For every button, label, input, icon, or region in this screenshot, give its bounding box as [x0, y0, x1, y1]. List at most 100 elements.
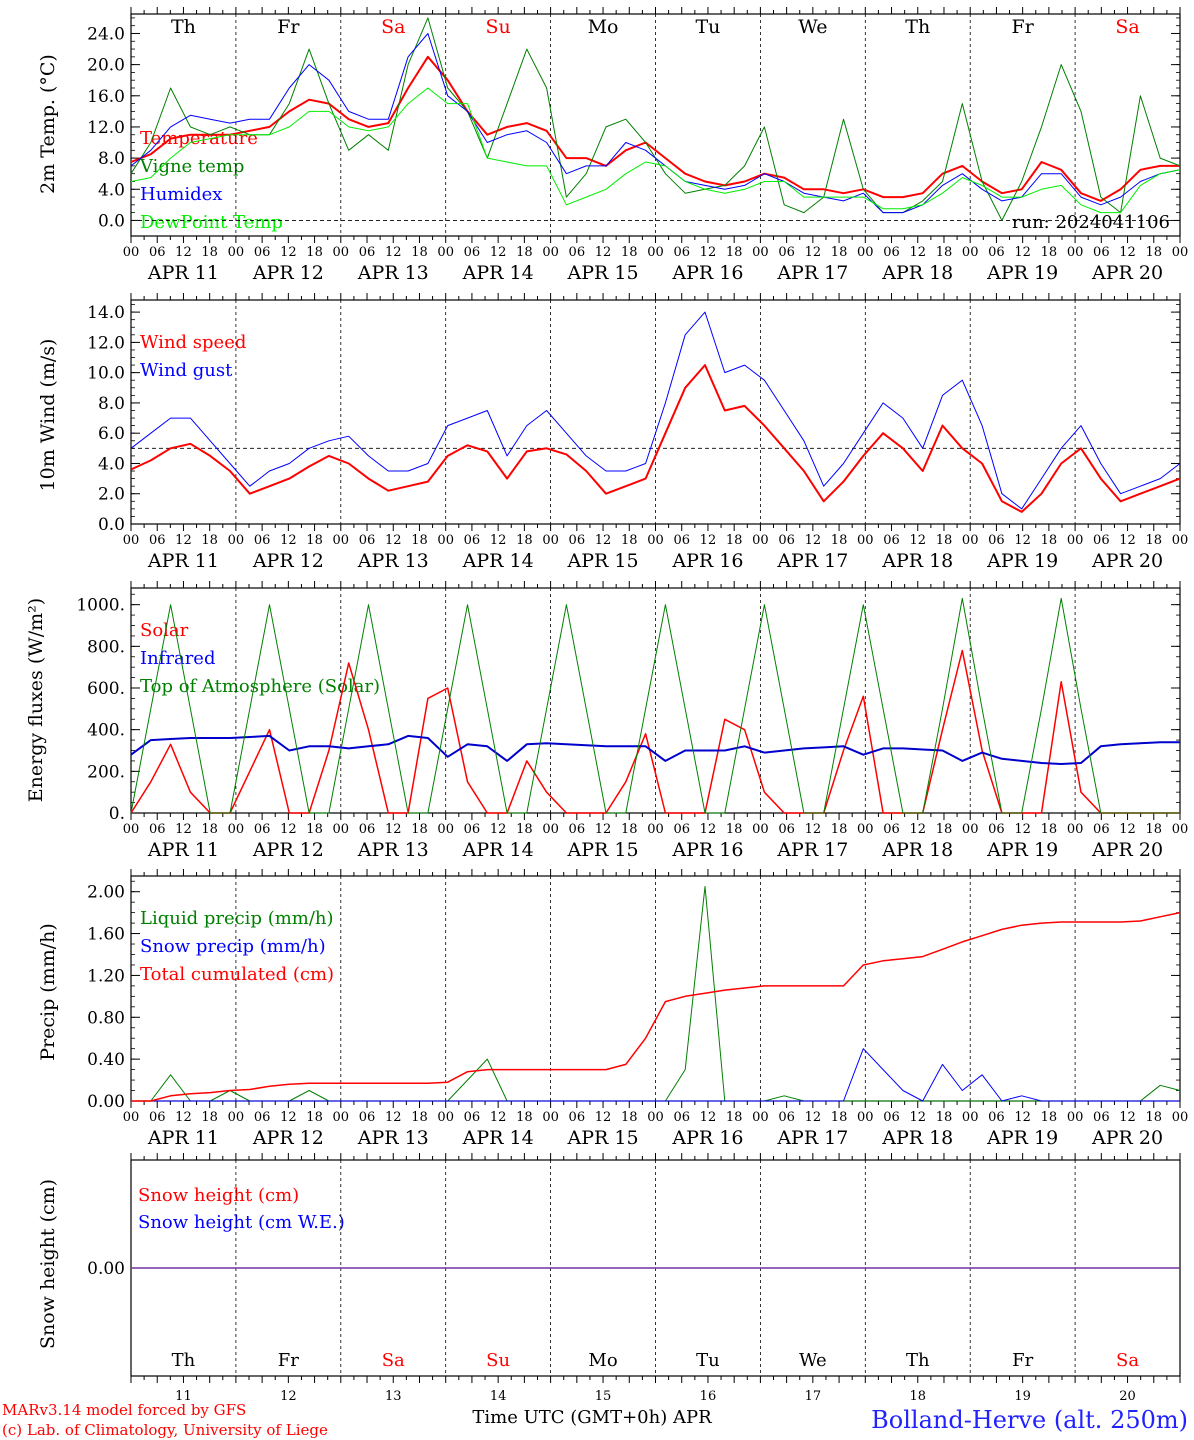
hour-tick-label: 12 — [1119, 533, 1136, 548]
hour-tick-label: 06 — [149, 533, 166, 548]
day-number-label: 19 — [1014, 1389, 1031, 1404]
day-number-label: 17 — [805, 1389, 822, 1404]
hour-tick-label: 00 — [123, 822, 140, 837]
date-label: APR 16 — [671, 550, 743, 572]
hour-tick-label: 18 — [306, 1110, 323, 1125]
weekday-label-bottom: Sa — [1116, 1350, 1139, 1371]
hour-tick-label: 06 — [883, 1110, 900, 1125]
hour-tick-label: 06 — [464, 533, 481, 548]
hour-tick-label: 12 — [1014, 245, 1031, 260]
wind-panel: 10m Wind (m/s) Wind speed Wind gust — [37, 332, 246, 491]
legend-infrared: Infrared — [140, 648, 215, 669]
y-tick-label: 0.00 — [87, 1259, 125, 1279]
hour-tick-label: 00 — [752, 1110, 769, 1125]
weekday-label-bottom: Fr — [278, 1350, 299, 1371]
hour-tick-label: 06 — [569, 245, 586, 260]
hour-tick-label: 18 — [1041, 822, 1058, 837]
hour-tick-label: 18 — [201, 245, 218, 260]
hour-tick-label: 00 — [228, 822, 245, 837]
hour-tick-label: 00 — [1067, 245, 1084, 260]
hour-tick-label: 00 — [857, 245, 874, 260]
hour-tick-label: 06 — [988, 822, 1005, 837]
hour-tick-label: 12 — [805, 822, 822, 837]
weekday-label-bottom: We — [799, 1350, 827, 1371]
hour-tick-label: 12 — [595, 1110, 612, 1125]
hour-tick-label: 18 — [201, 822, 218, 837]
hour-tick-label: 00 — [1172, 1110, 1189, 1125]
date-label: APR 13 — [357, 1127, 429, 1149]
y-tick-label: 400. — [87, 721, 125, 741]
hour-tick-label: 06 — [778, 1110, 795, 1125]
hour-tick-label: 18 — [726, 533, 743, 548]
panel-2-marks: 00 06 12 18 00 06 12 18 00 06 12 18 00 06 12 18 00 06 12 18… — [76, 581, 1188, 861]
hour-tick-label: 12 — [490, 533, 507, 548]
hour-tick-label: 18 — [831, 822, 848, 837]
y-tick-label: 0.0 — [98, 211, 125, 231]
hour-tick-label: 18 — [1146, 1110, 1163, 1125]
hour-tick-label: 00 — [333, 533, 350, 548]
hour-tick-label: 12 — [909, 822, 926, 837]
hour-tick-label: 06 — [149, 245, 166, 260]
hour-tick-label: 12 — [175, 822, 192, 837]
panel-0-marks: 00 06 12 18 00 06 12 18 00 06 12 18 00 06 12 18 00 06 12 18… — [87, 7, 1188, 284]
hour-tick-label: 00 — [962, 245, 979, 260]
y-tick-label: 12.0 — [87, 333, 125, 353]
day-number-label: 18 — [909, 1389, 926, 1404]
hour-tick-label: 00 — [962, 1110, 979, 1125]
x-axis-title: Time UTC (GMT+0h) APR — [472, 1407, 712, 1428]
hour-tick-label: 00 — [123, 533, 140, 548]
hour-tick-label: 12 — [385, 245, 402, 260]
hour-tick-label: 12 — [909, 533, 926, 548]
hour-tick-label: 18 — [306, 245, 323, 260]
panel-4-marks: 0.00 — [87, 1153, 1181, 1383]
series-humidex — [130, 33, 1181, 214]
hour-tick-label: 06 — [254, 533, 271, 548]
hour-tick-label: 12 — [1014, 1110, 1031, 1125]
y-tick-label: 10.0 — [87, 364, 125, 384]
hour-tick-label: 00 — [752, 533, 769, 548]
chart-marks: 00 06 12 18 00 06 12 18 00 06 12 18 00 06 12 18 00 06 12 18… — [76, 7, 1188, 1404]
hour-tick-label: 06 — [569, 822, 586, 837]
hour-tick-label: 00 — [647, 1110, 664, 1125]
temperature-axis-title: 2m Temp. (°C) — [37, 54, 59, 194]
hour-tick-label: 00 — [857, 822, 874, 837]
hour-tick-label: 00 — [123, 245, 140, 260]
credit-line-2: (c) Lab. of Climatology, University of L… — [2, 1421, 328, 1439]
hour-tick-label: 12 — [1014, 822, 1031, 837]
weekday-label-bottom: Mo — [588, 1350, 617, 1371]
hour-tick-label: 00 — [437, 245, 454, 260]
date-label: APR 12 — [252, 839, 324, 861]
wind-legend: Wind speed Wind gust — [140, 332, 246, 381]
y-tick-label: 800. — [87, 637, 125, 657]
date-label: APR 11 — [147, 839, 219, 861]
hour-tick-label: 00 — [437, 822, 454, 837]
hour-tick-label: 12 — [595, 245, 612, 260]
hour-tick-label: 12 — [490, 822, 507, 837]
date-label: APR 18 — [881, 262, 953, 284]
weekday-label: Sa — [381, 16, 405, 38]
hour-tick-label: 18 — [726, 245, 743, 260]
hour-tick-label: 06 — [464, 1110, 481, 1125]
y-tick-label: 2.00 — [87, 883, 125, 903]
hour-tick-label: 00 — [752, 245, 769, 260]
hour-tick-label: 00 — [1067, 822, 1084, 837]
hour-tick-label: 12 — [700, 1110, 717, 1125]
date-label: APR 19 — [986, 262, 1058, 284]
date-label: APR 20 — [1091, 1127, 1163, 1149]
hour-tick-label: 00 — [228, 245, 245, 260]
date-label: APR 16 — [671, 262, 743, 284]
hour-tick-label: 18 — [936, 245, 953, 260]
date-label: APR 15 — [567, 550, 639, 572]
hour-tick-label: 12 — [280, 1110, 297, 1125]
series-infrared — [130, 734, 1180, 765]
legend-total-cumulated: Total cumulated (cm) — [140, 964, 334, 985]
hour-tick-label: 18 — [1041, 533, 1058, 548]
hour-tick-label: 06 — [569, 1110, 586, 1125]
date-label: APR 20 — [1091, 550, 1163, 572]
y-tick-label: 0. — [109, 804, 125, 824]
hour-tick-label: 18 — [516, 1110, 533, 1125]
hour-tick-label: 12 — [1119, 1110, 1136, 1125]
hour-tick-label: 18 — [516, 822, 533, 837]
day-number-label: 11 — [175, 1389, 192, 1404]
hour-tick-label: 18 — [621, 1110, 638, 1125]
